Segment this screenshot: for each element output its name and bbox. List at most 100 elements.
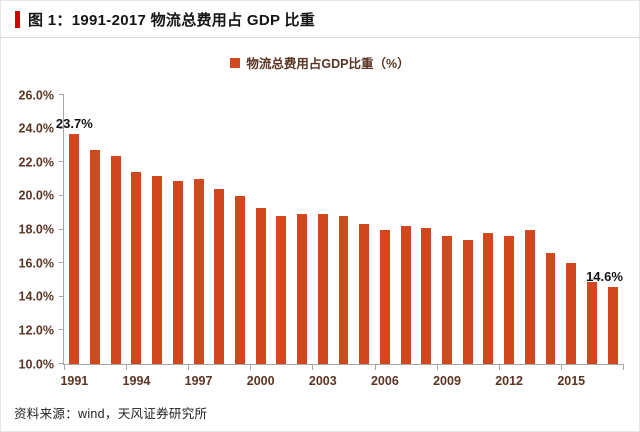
x-axis-tick [188,364,190,370]
bar-slot-2012: 2012 [495,95,523,387]
bar-2012 [504,236,515,364]
bar-2005 [359,224,370,364]
figure-title-marker [15,10,20,28]
x-axis-tick [560,364,562,370]
bar-2008 [421,227,432,364]
y-axis-tick [59,127,64,129]
bar-slot-2017: 14.6% [586,95,623,364]
x-axis-tick [436,364,438,370]
x-axis-label: 2000 [246,373,275,388]
x-axis-label: 2015 [557,373,586,388]
figure-header: 图 1：1991-2017 物流总费用占 GDP 比重 [1,1,639,38]
bar-2001 [276,216,287,364]
bar-2004 [338,216,349,364]
y-axis-tick [59,194,64,196]
bar-2003 [317,214,328,364]
bar-1992 [90,150,101,364]
y-axis-label: 10.0% [18,356,54,371]
bar-slot-1995 [147,95,168,364]
y-axis-label: 26.0% [18,87,54,102]
bar-slot-1994: 1994 [123,95,150,387]
bar-1991 [69,133,80,364]
y-axis-label: 18.0% [18,222,54,237]
legend-series-marker [230,57,241,68]
bar-1993 [110,155,121,364]
y-axis: 26.0% 24.0% 22.0% 20.0% 18.0% 16.0% 14.0% 12.0%… [2,89,62,370]
chart-legend: 物流总费用占GDP比重（%） [1,53,639,72]
y-axis-label: 14.0% [18,289,54,304]
bar-2000 [255,207,266,364]
bar-slot-2013 [519,95,540,364]
x-axis-label: 2006 [370,373,399,388]
legend-series-label: 物流总费用占GDP比重（%） [246,57,410,71]
y-axis-tick [59,329,64,331]
x-axis-tick [374,364,376,370]
bar-2011 [483,232,494,364]
bar-chart-plot-area: 26.0% 24.0% 22.0% 20.0% 18.0% 16.0% 14.0% 12.0%… [19,89,624,387]
y-axis-tick [59,94,64,95]
bar-1994 [131,172,142,364]
bar-slot-2001 [271,95,292,364]
bar-2017 [607,286,618,364]
y-axis-tick [59,363,64,364]
y-axis-label: 22.0% [18,155,54,169]
bar-2013 [524,229,535,364]
x-axis-label: 2009 [433,373,461,388]
x-axis-label: 1994 [122,373,151,388]
bar-slot-2016 [582,95,603,364]
bar-slot-1999 [230,95,251,364]
bar-1996 [172,180,183,364]
bar-slot-2006: 2006 [371,95,399,387]
bar-2006 [379,229,390,364]
y-axis-label: 20.0% [18,188,54,203]
bar-2016 [586,281,597,364]
bar-slot-1998 [209,95,230,364]
bar-slot-2004 [333,95,354,364]
bar-slot-2010 [457,95,478,364]
x-axis-tick [64,364,65,370]
y-axis-label: 12.0% [18,323,54,338]
bar-slot-1992 [85,95,106,364]
bar-2007 [400,226,411,364]
x-axis-tick [623,364,624,370]
x-axis-tick [498,364,500,370]
x-axis-tick [312,364,314,370]
bar-slot-1991: 1991 23.7% [56,95,93,387]
y-axis-tick [59,161,64,163]
bar-1999 [235,195,245,364]
figure-title: 图 1：1991-2017 物流总费用占 GDP 比重 [28,11,316,29]
x-axis-label: 1997 [184,373,213,388]
x-axis-tick [250,364,252,370]
bar-slot-1993 [105,95,126,364]
bar-slot-2007 [395,95,416,364]
bar-data-label: 23.7% [55,115,93,131]
bar-slot-2009: 2009 [433,95,461,387]
bar-slot-2005 [354,95,375,364]
y-axis-label: 24.0% [18,121,54,136]
bar-2014 [545,253,556,364]
bar-slot-2015: 2015 [557,95,585,387]
bar-slot-2002 [292,95,313,364]
bar-slot-2008 [416,95,437,364]
bar-1997 [193,179,204,364]
bar-1998 [214,189,225,364]
bar-series: 1991 23.7% 1994 1997 2000 2003 2006 2009 2012 201… [56,95,623,387]
bar-slot-2014 [540,95,561,364]
x-axis-tick [126,364,128,370]
bar-2010 [462,239,473,364]
y-axis-tick [59,228,64,230]
y-axis-label: 16.0% [18,255,54,270]
bar-slot-2003: 2003 [309,95,337,387]
bar-data-label: 14.6% [586,268,623,284]
bar-slot-2000: 2000 [247,95,275,387]
y-axis-tick [59,262,64,264]
bar-slot-1997: 1997 [185,95,212,387]
bar-slot-2011 [478,95,499,364]
bar-2009 [442,236,452,364]
bar-slot-1996 [168,95,189,364]
bar-1995 [152,175,163,364]
x-axis-label: 2003 [308,373,337,388]
bar-2015 [566,263,577,364]
bar-2002 [297,214,308,364]
